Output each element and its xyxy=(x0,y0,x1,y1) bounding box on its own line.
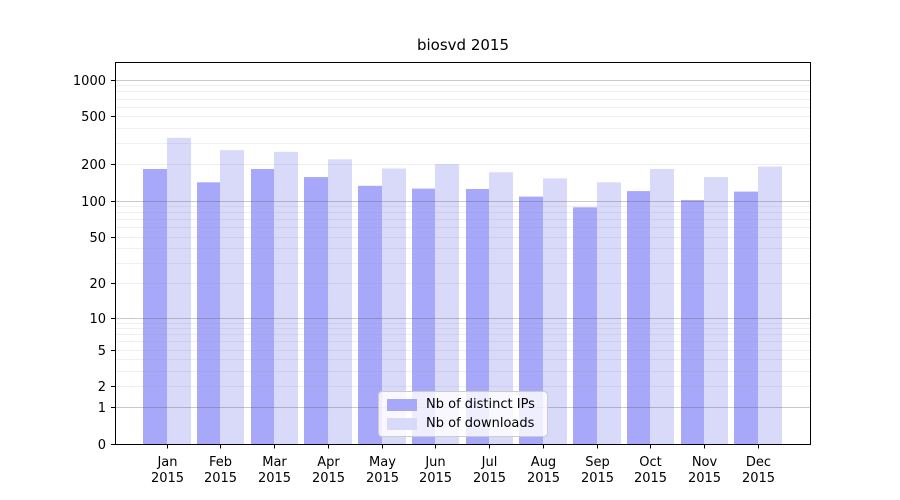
x-tick-label-nov: Nov 2015 xyxy=(688,455,721,486)
legend-label-distinct-ips: Nb of distinct IPs xyxy=(426,397,535,412)
bar-distinct-ips-mar xyxy=(251,169,275,444)
bar-downloads-mar xyxy=(274,151,298,445)
x-tick-label-may: May 2015 xyxy=(366,455,399,486)
plot-border xyxy=(115,62,811,445)
bar-downloads-sep xyxy=(597,182,621,445)
bar-distinct-ips-nov xyxy=(681,200,705,444)
x-tick-label-feb: Feb 2015 xyxy=(204,455,237,486)
bar-downloads-dec xyxy=(758,166,782,444)
bar-distinct-ips-jan xyxy=(143,169,167,444)
x-tick-label-jan: Jan 2015 xyxy=(151,455,184,486)
legend-label-downloads: Nb of downloads xyxy=(426,416,535,431)
bar-distinct-ips-feb xyxy=(197,182,221,445)
y-tick-label-500: 500 xyxy=(81,110,106,125)
y-tick-label-0: 0 xyxy=(98,438,106,453)
x-tick-label-mar: Mar 2015 xyxy=(258,455,291,486)
y-tick-label-10: 10 xyxy=(89,312,106,327)
x-tick-label-aug: Aug 2015 xyxy=(527,455,560,486)
y-tick-label-100: 100 xyxy=(81,195,106,210)
x-tick-label-oct: Oct 2015 xyxy=(634,455,667,486)
legend: Nb of distinct IPs Nb of downloads xyxy=(378,391,548,437)
chart-title: biosvd 2015 xyxy=(416,36,510,54)
x-tick-label-jul: Jul 2015 xyxy=(473,455,506,486)
y-tick-label-50: 50 xyxy=(89,231,106,246)
y-tick-label-1000: 1000 xyxy=(73,74,106,89)
x-tick-label-dec: Dec 2015 xyxy=(742,455,775,486)
y-tick-label-200: 200 xyxy=(81,158,106,173)
bar-downloads-jan xyxy=(167,137,191,445)
x-tick-label-apr: Apr 2015 xyxy=(312,455,345,486)
bar-downloads-feb xyxy=(220,150,244,444)
y-tick-label-20: 20 xyxy=(89,277,106,292)
legend-item-downloads: Nb of downloads xyxy=(387,416,539,431)
x-tick-label-sep: Sep 2015 xyxy=(581,455,614,486)
bar-downloads-apr xyxy=(328,159,352,444)
y-tick-label-1: 1 xyxy=(98,401,106,416)
bar-distinct-ips-sep xyxy=(573,207,597,444)
legend-swatch-distinct-ips xyxy=(387,398,417,411)
bar-distinct-ips-apr xyxy=(304,177,328,444)
x-tick-label-jun: Jun 2015 xyxy=(419,455,452,486)
bar-distinct-ips-oct xyxy=(627,191,651,444)
legend-item-distinct-ips: Nb of distinct IPs xyxy=(387,397,539,412)
bar-downloads-oct xyxy=(650,169,674,444)
legend-swatch-downloads xyxy=(387,417,417,430)
y-tick-label-2: 2 xyxy=(98,380,106,395)
bar-distinct-ips-dec xyxy=(734,191,758,444)
y-tick-label-5: 5 xyxy=(98,344,106,359)
bar-downloads-nov xyxy=(704,177,728,444)
